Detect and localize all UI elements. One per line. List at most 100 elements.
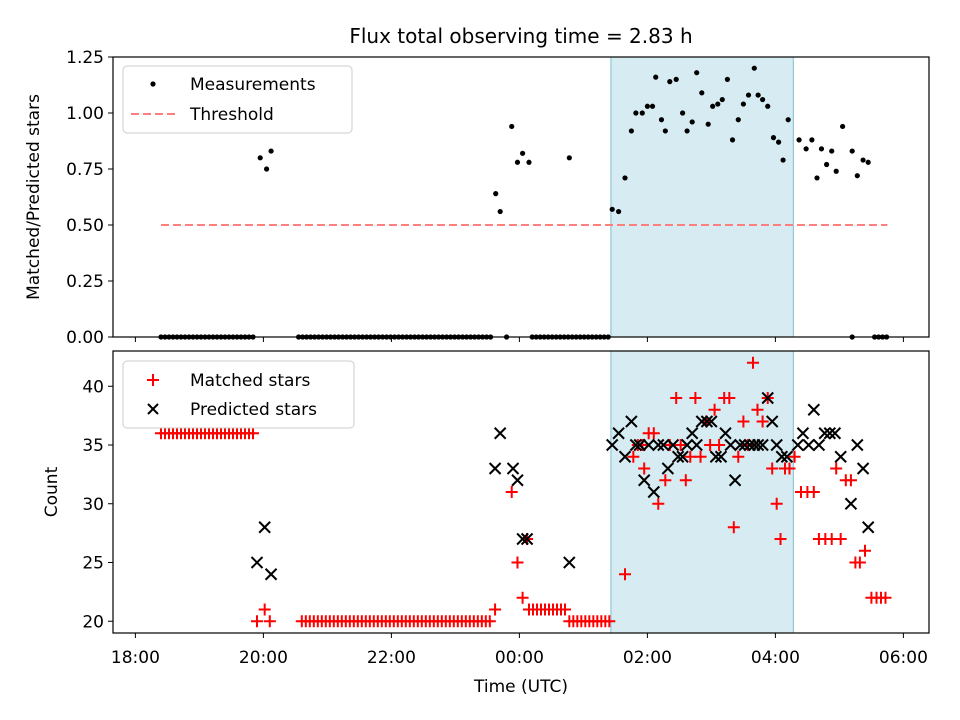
matched-star-point: [694, 450, 707, 463]
top-y-tick-label: 0.00: [66, 328, 104, 348]
predicted-star-point: [705, 415, 718, 428]
matched-star-point: [684, 450, 697, 463]
matched-star-point: [859, 544, 871, 557]
x-tick-label: 00:00: [495, 648, 544, 668]
predicted-star-point: [618, 450, 632, 463]
measurement-point: [649, 103, 656, 109]
measurement-point: [809, 137, 815, 143]
x-tick-label: 18:00: [111, 648, 160, 668]
matched-star-point: [674, 439, 687, 451]
measurement-point: [673, 76, 679, 82]
measurement-point: [268, 148, 274, 154]
measurement-point: [509, 123, 515, 130]
measurement-point: [662, 128, 668, 134]
top-y-tick-label: 1.25: [66, 48, 104, 68]
x-tick-label: 22:00: [367, 648, 416, 668]
predicted-stars-points: [250, 391, 875, 581]
measurement-point: [840, 123, 846, 130]
matched-star-point: [647, 427, 660, 440]
measurement-point: [829, 148, 835, 154]
bottom-axes-frame: [112, 350, 930, 634]
matched-star-point: [258, 603, 271, 616]
predicted-star-point: [823, 427, 837, 440]
top-y-tick-label: 0.50: [66, 216, 104, 236]
matched-star-point: [638, 462, 651, 475]
predicted-star-point: [728, 474, 742, 487]
measurement-point: [566, 155, 572, 161]
matched-star-point: [559, 603, 571, 616]
predicted-star-point: [563, 556, 576, 569]
measurement-point: [710, 103, 716, 109]
chart-title: Flux total observing time = 2.83 h: [349, 24, 692, 48]
measurement-point: [860, 157, 866, 163]
bottom-y-tick-label: 20: [82, 612, 104, 632]
top-y-tick-label: 1.00: [66, 104, 104, 124]
predicted-star-point: [695, 415, 709, 428]
matched-star-point: [756, 415, 769, 428]
measurement-point: [684, 128, 690, 134]
legend-label-threshold: Threshold: [189, 105, 274, 125]
measurement-point: [667, 79, 673, 85]
predicted-star-point: [844, 497, 858, 510]
predicted-star-point: [680, 438, 694, 452]
matched-star-point: [251, 615, 263, 628]
predicted-star-point: [700, 415, 714, 428]
matched-star-point: [483, 615, 496, 628]
predicted-star-point: [605, 438, 619, 452]
predicted-star-point: [250, 556, 264, 569]
predicted-star-point: [770, 438, 783, 452]
x-tick-label: 06:00: [879, 648, 928, 668]
matched-star-point: [619, 568, 631, 581]
bottom-y-tick-label: 25: [82, 554, 104, 574]
measurement-point: [694, 70, 700, 76]
predicted-star-point: [775, 450, 789, 463]
matched-star-point: [603, 615, 616, 628]
predicted-star-point: [629, 438, 643, 452]
predicted-star-point: [761, 391, 774, 405]
legend-label-matched: Matched stars: [190, 371, 310, 391]
predicted-star-point: [724, 438, 737, 452]
bottom-panel: 20 25 30 35 40 18:00 20:00 22:00 00:00 02:00 04:0…: [42, 350, 930, 668]
measurement-point: [680, 110, 686, 116]
measurement-point: [497, 208, 503, 215]
matched-star-point: [247, 427, 259, 440]
legend-marker-measurements: [150, 81, 156, 87]
matched-star-point: [879, 591, 892, 604]
matched-star-point: [807, 486, 820, 498]
predicted-star-point: [488, 462, 502, 475]
measurement-point: [770, 135, 777, 141]
measurement-point: [760, 96, 766, 103]
predicted-star-point: [861, 521, 875, 534]
measurement-point: [765, 103, 771, 109]
matched-star-point: [505, 486, 518, 498]
predicted-star-point: [647, 485, 661, 499]
matched-star-point: [853, 556, 866, 569]
predicted-star-point: [751, 438, 765, 452]
legend-marker-matched: [147, 374, 159, 386]
measurement-point: [257, 155, 263, 161]
predicted-star-point: [818, 427, 831, 440]
measurement-point: [796, 137, 802, 143]
predicted-star-point: [612, 427, 625, 440]
measurement-point: [745, 92, 752, 98]
measurement-point: [633, 110, 639, 116]
measurement-point: [854, 173, 860, 179]
predicted-star-point: [493, 427, 507, 440]
x-tick-label: 20:00: [239, 648, 288, 668]
top-legend: Measurements Threshold: [122, 65, 353, 134]
predicted-star-point: [802, 438, 815, 452]
measurement-point: [719, 96, 725, 103]
matched-star-point: [511, 556, 524, 569]
matched-star-point: [766, 462, 779, 475]
measurement-point: [689, 119, 695, 125]
measurement-point: [705, 121, 711, 127]
bottom-x-ticks: 18:00 20:00 22:00 00:00 02:00 04:00 06:00: [111, 633, 928, 668]
matched-star-point: [723, 392, 736, 404]
measurement-point: [493, 191, 499, 197]
predicted-star-point: [791, 438, 805, 452]
measurement-point: [609, 206, 615, 212]
matched-star-point: [489, 603, 502, 616]
bottom-y-axis-label: Count: [42, 466, 62, 517]
predicted-star-point: [719, 427, 732, 440]
measurement-point: [699, 90, 705, 96]
